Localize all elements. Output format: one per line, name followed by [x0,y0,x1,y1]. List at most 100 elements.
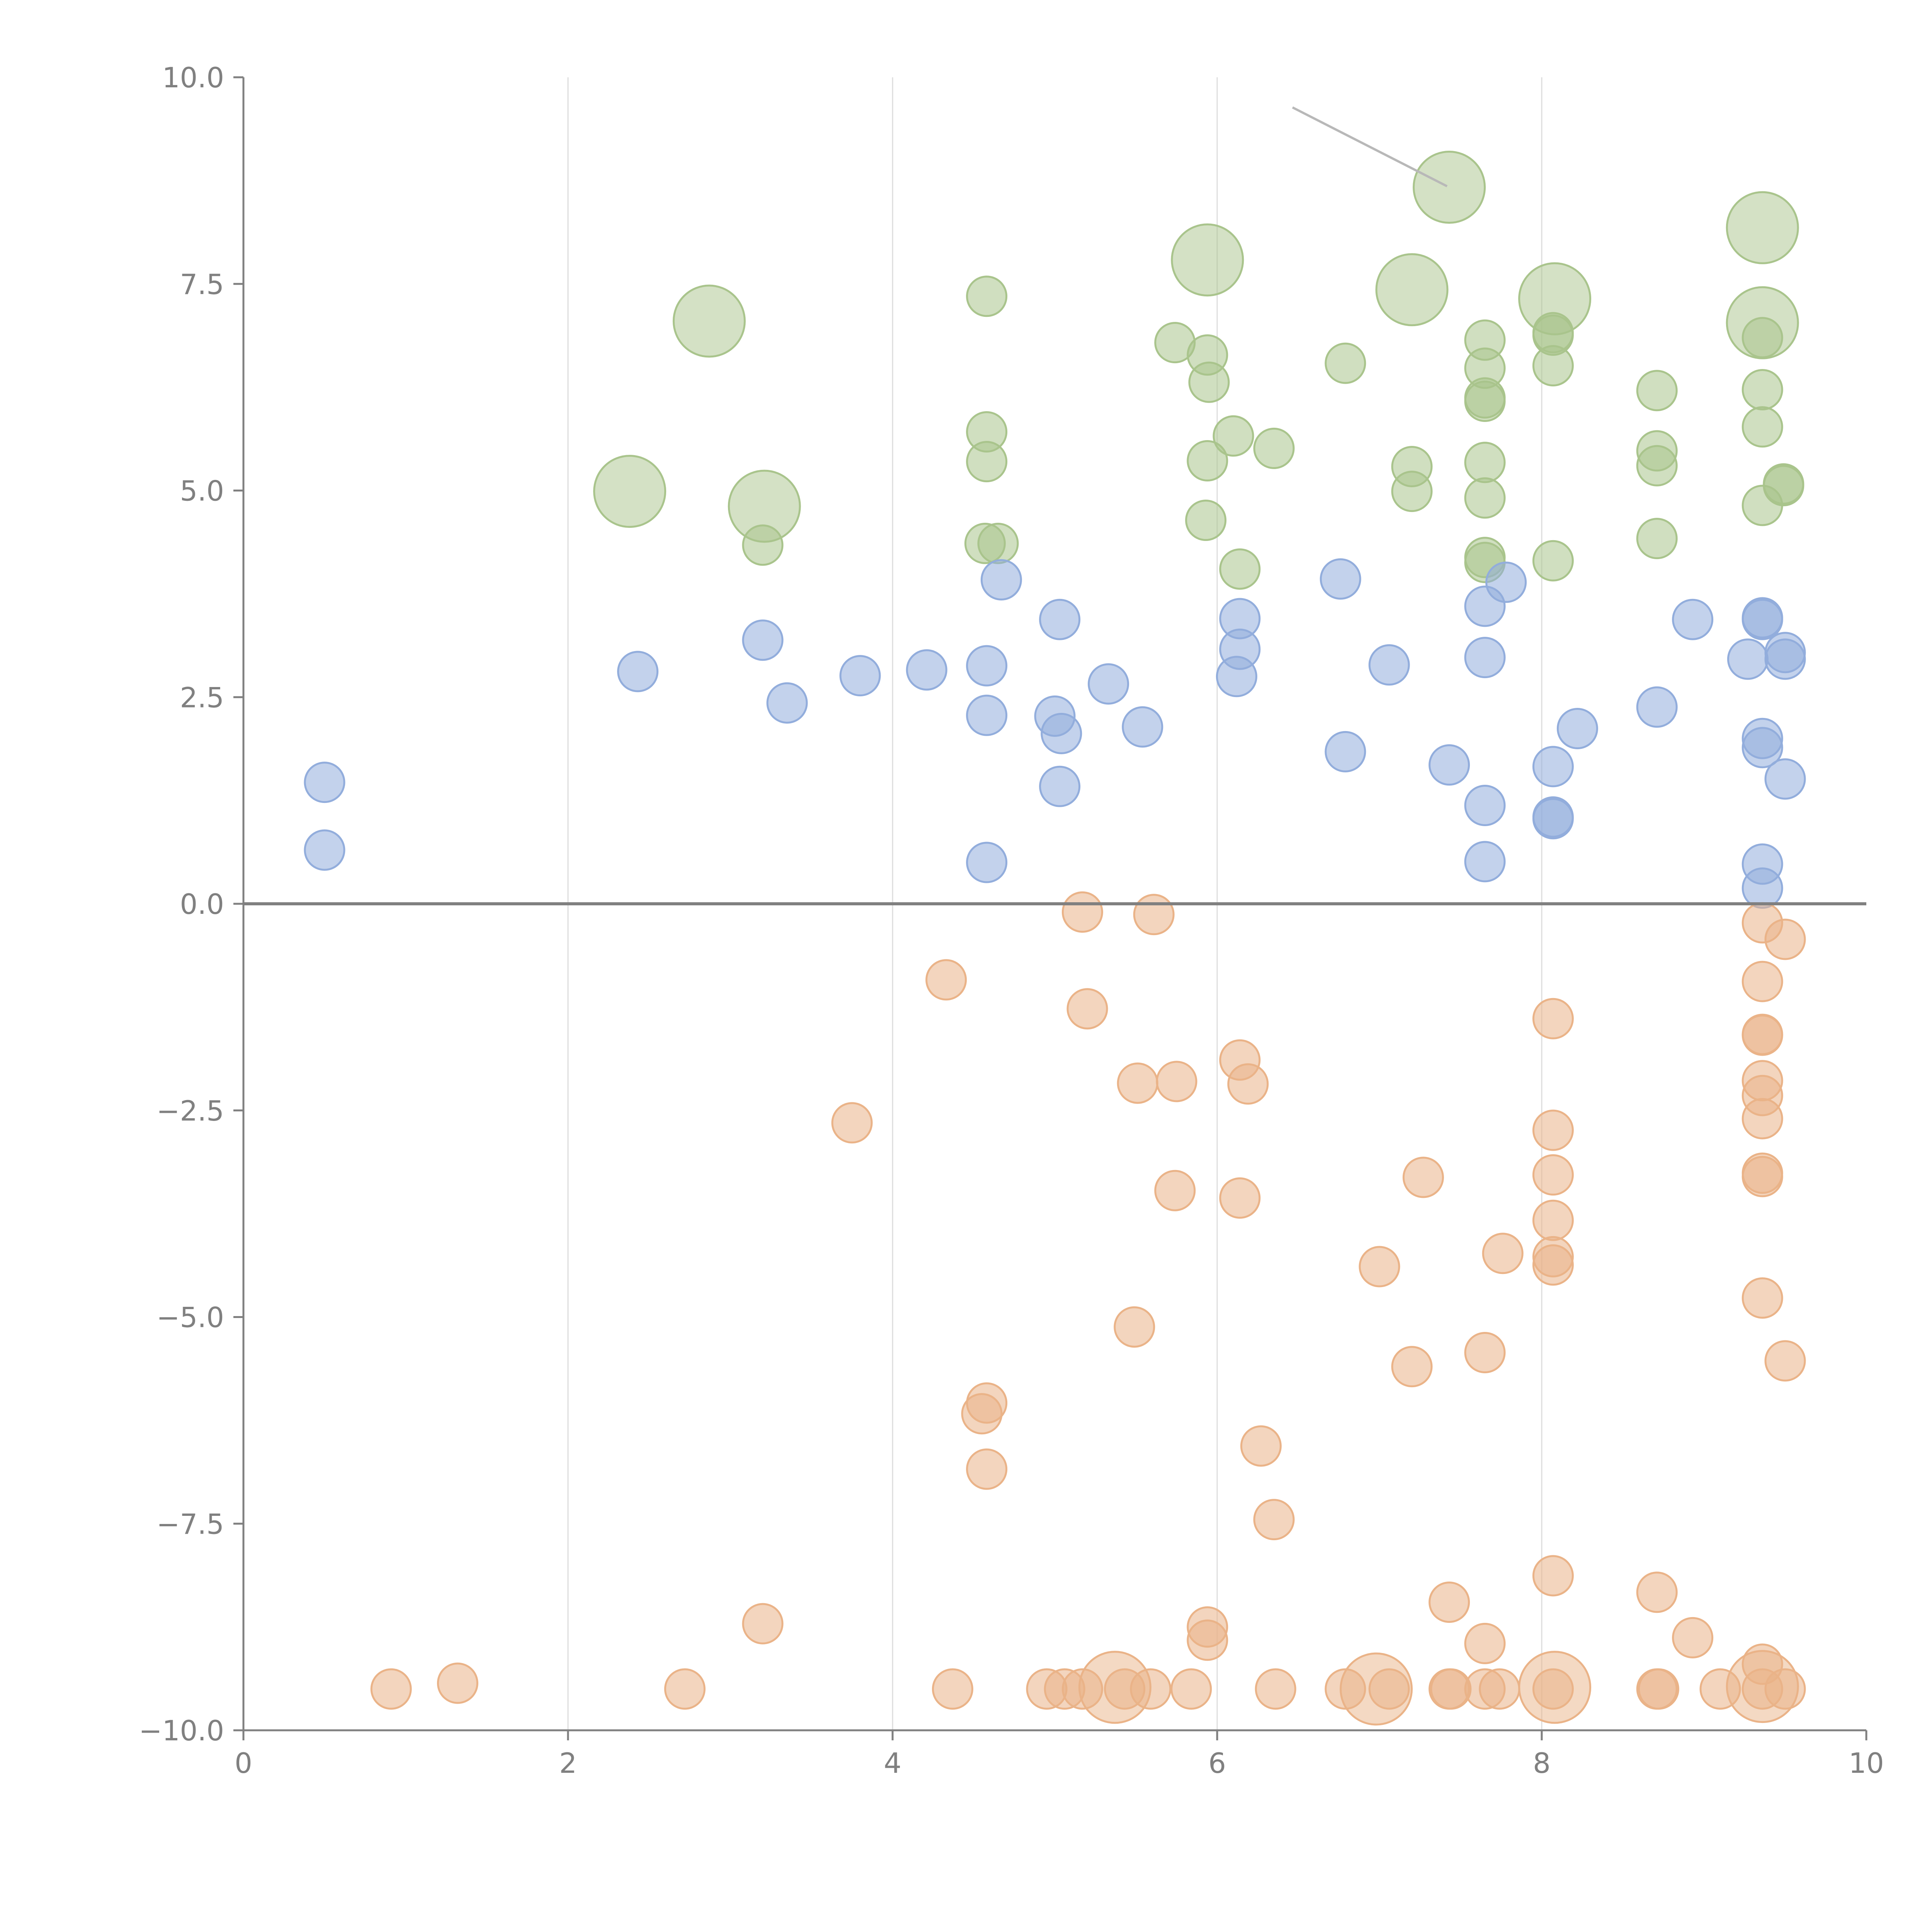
data-point [1185,500,1227,541]
data-point-large [1518,262,1592,335]
y-tick-label: −5.0 [156,1301,224,1334]
x-tick-label: 2 [559,1747,577,1779]
data-point [1041,713,1082,754]
data-point [966,694,1008,736]
data-point [742,1603,784,1645]
data-point [1464,381,1506,422]
data-point [1532,1555,1574,1597]
data-point [1532,1109,1574,1151]
data-point [1532,798,1574,840]
data-point [1391,1346,1433,1388]
data-point [839,655,881,697]
data-point [1253,427,1295,469]
data-point-large [672,284,746,358]
data-point [925,959,967,1001]
y-tick-label: 7.5 [180,268,224,301]
data-point [1763,465,1804,507]
data-point [1402,1156,1444,1198]
data-point [1742,867,1783,909]
data-point-large [593,455,667,528]
data-point [980,559,1022,600]
data-point [1039,599,1081,640]
data-point [1742,1277,1783,1319]
data-point [617,651,659,692]
data-point [1742,369,1783,410]
data-point [1636,518,1678,560]
x-tick-label: 0 [235,1747,252,1779]
data-point [1532,1154,1574,1196]
data-point [1636,1571,1678,1613]
data-point [1532,345,1574,386]
x-tick-label: 10 [1849,1747,1884,1779]
data-point [437,1662,478,1704]
data-point [1672,1617,1714,1658]
annotation-layer [1292,106,1448,187]
data-point [1188,361,1230,403]
data-point [1227,1063,1269,1105]
data-point [1219,548,1261,590]
data-point [966,441,1008,483]
data-point [1742,1098,1783,1139]
data-point [304,829,345,871]
data-point [1320,558,1361,600]
data-point [906,649,947,691]
data-points [304,151,1806,1726]
data-point [1532,998,1574,1039]
data-point [966,1448,1008,1490]
data-point [1133,894,1175,935]
data-point [831,1102,873,1144]
data-point [1240,1425,1282,1467]
data-point [966,842,1008,883]
data-point [304,762,345,803]
y-tick-label: 0.0 [180,888,224,920]
data-point [1464,785,1506,826]
data-point [1764,638,1806,680]
data-point [1253,1499,1295,1541]
data-point [1764,758,1806,800]
data-point [966,276,1008,317]
data-point [1672,599,1714,640]
data-point [1464,841,1506,883]
data-point [1742,1156,1783,1197]
data-point [1764,918,1806,960]
data-point [1479,1668,1520,1710]
data-point [1429,1582,1470,1623]
data-point [1066,988,1108,1030]
data-point [370,1668,412,1710]
data-point [1727,638,1769,680]
x-tick-label: 8 [1533,1747,1551,1779]
data-point [1368,644,1410,686]
data-point [977,522,1019,564]
data-point-large [1518,1651,1592,1724]
data-point [1117,1062,1158,1104]
data-point [1532,540,1574,582]
data-point [1325,342,1366,384]
data-point [1061,891,1103,933]
annotation-leader-line [1292,106,1448,187]
data-point [1636,686,1678,728]
y-tick-label: −2.5 [156,1095,224,1127]
data-point [1219,1177,1261,1219]
data-point [1156,1061,1197,1102]
data-point [1464,442,1506,483]
y-tick-label: 2.5 [180,681,224,714]
data-point [1114,1306,1155,1348]
data-point [1216,656,1257,697]
data-point [742,619,784,661]
data-point [1532,1244,1574,1286]
data-point [1391,471,1433,512]
data-point [932,1668,973,1710]
data-point [1556,708,1598,749]
data-point [1325,731,1366,772]
x-tick-label: 6 [1208,1747,1226,1779]
data-point [1764,1340,1806,1382]
data-point [1636,445,1678,486]
data-point [1170,1668,1212,1710]
data-point-large [1340,1652,1413,1726]
y-tick-label: −7.5 [156,1508,224,1540]
data-point [1742,599,1783,640]
data-point [766,682,808,724]
data-point [1742,727,1783,769]
